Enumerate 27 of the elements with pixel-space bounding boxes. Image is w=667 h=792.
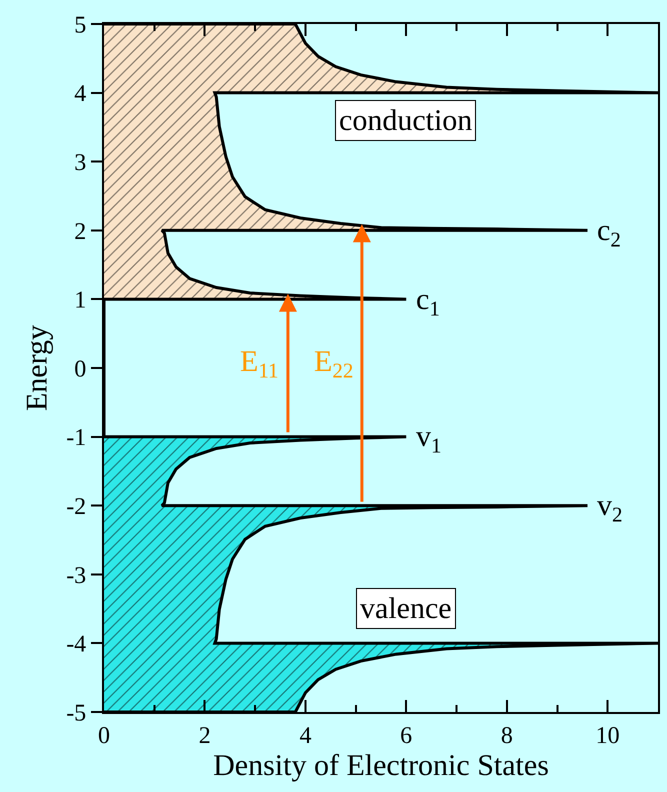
y-tick-label: 5 <box>74 12 86 38</box>
x-tick-label: 6 <box>400 722 412 749</box>
annotation: E$_{22}$ <box>314 345 354 382</box>
y-tick-label: 4 <box>74 81 86 108</box>
x-tick-label: 10 <box>596 722 620 749</box>
y-tick-label: 0 <box>74 356 86 382</box>
x-tick-label: 0 <box>98 722 110 749</box>
x-tick-label: 4 <box>299 722 312 749</box>
y-tick-label: -4 <box>66 632 86 658</box>
y-tick-label: -5 <box>66 700 86 726</box>
y-tick-label: 2 <box>74 218 86 245</box>
y-tick-label: 1 <box>74 288 86 314</box>
annotation: valence <box>360 592 452 625</box>
x-axis-title: Density of Electronic States <box>213 748 549 782</box>
y-tick-label: -1 <box>66 425 86 452</box>
annotation: conduction <box>339 104 472 137</box>
annotation: v$_{1}$ <box>416 420 442 458</box>
x-tick-label: 8 <box>500 722 513 749</box>
y-tick-label: 3 <box>74 150 86 176</box>
y-axis-title: Energy <box>20 324 54 412</box>
y-tick-label: -3 <box>66 562 86 589</box>
annotation: E$_{11}$ <box>240 345 279 382</box>
annotation: c$_{2}$ <box>597 214 621 252</box>
x-tick-label: 2 <box>198 722 211 749</box>
y-tick-label: -2 <box>66 494 86 520</box>
annotation: v$_{2}$ <box>597 489 622 526</box>
annotation: c$_{1}$ <box>416 283 440 320</box>
